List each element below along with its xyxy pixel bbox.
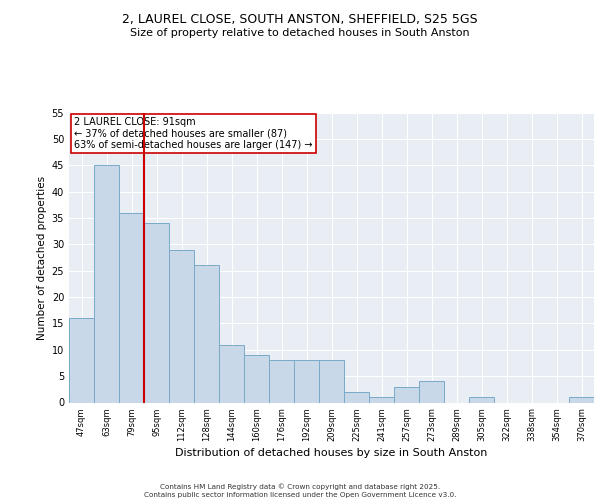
Bar [169, 250, 194, 402]
Bar [394, 386, 419, 402]
Bar [119, 212, 144, 402]
Bar [94, 165, 119, 402]
Y-axis label: Number of detached properties: Number of detached properties [37, 176, 47, 340]
Bar [244, 355, 269, 403]
Bar [369, 397, 394, 402]
Text: 2 LAUREL CLOSE: 91sqm
← 37% of detached houses are smaller (87)
63% of semi-deta: 2 LAUREL CLOSE: 91sqm ← 37% of detached … [74, 117, 313, 150]
Bar [419, 382, 444, 402]
Bar [144, 223, 169, 402]
Text: Contains HM Land Registry data © Crown copyright and database right 2025.
Contai: Contains HM Land Registry data © Crown c… [144, 484, 456, 498]
Bar [469, 397, 494, 402]
Text: Size of property relative to detached houses in South Anston: Size of property relative to detached ho… [130, 28, 470, 38]
Bar [294, 360, 319, 403]
Bar [194, 266, 219, 402]
X-axis label: Distribution of detached houses by size in South Anston: Distribution of detached houses by size … [175, 448, 488, 458]
Bar [219, 344, 244, 403]
Bar [569, 397, 594, 402]
Bar [69, 318, 94, 402]
Bar [344, 392, 369, 402]
Bar [319, 360, 344, 403]
Bar [269, 360, 294, 403]
Text: 2, LAUREL CLOSE, SOUTH ANSTON, SHEFFIELD, S25 5GS: 2, LAUREL CLOSE, SOUTH ANSTON, SHEFFIELD… [122, 12, 478, 26]
